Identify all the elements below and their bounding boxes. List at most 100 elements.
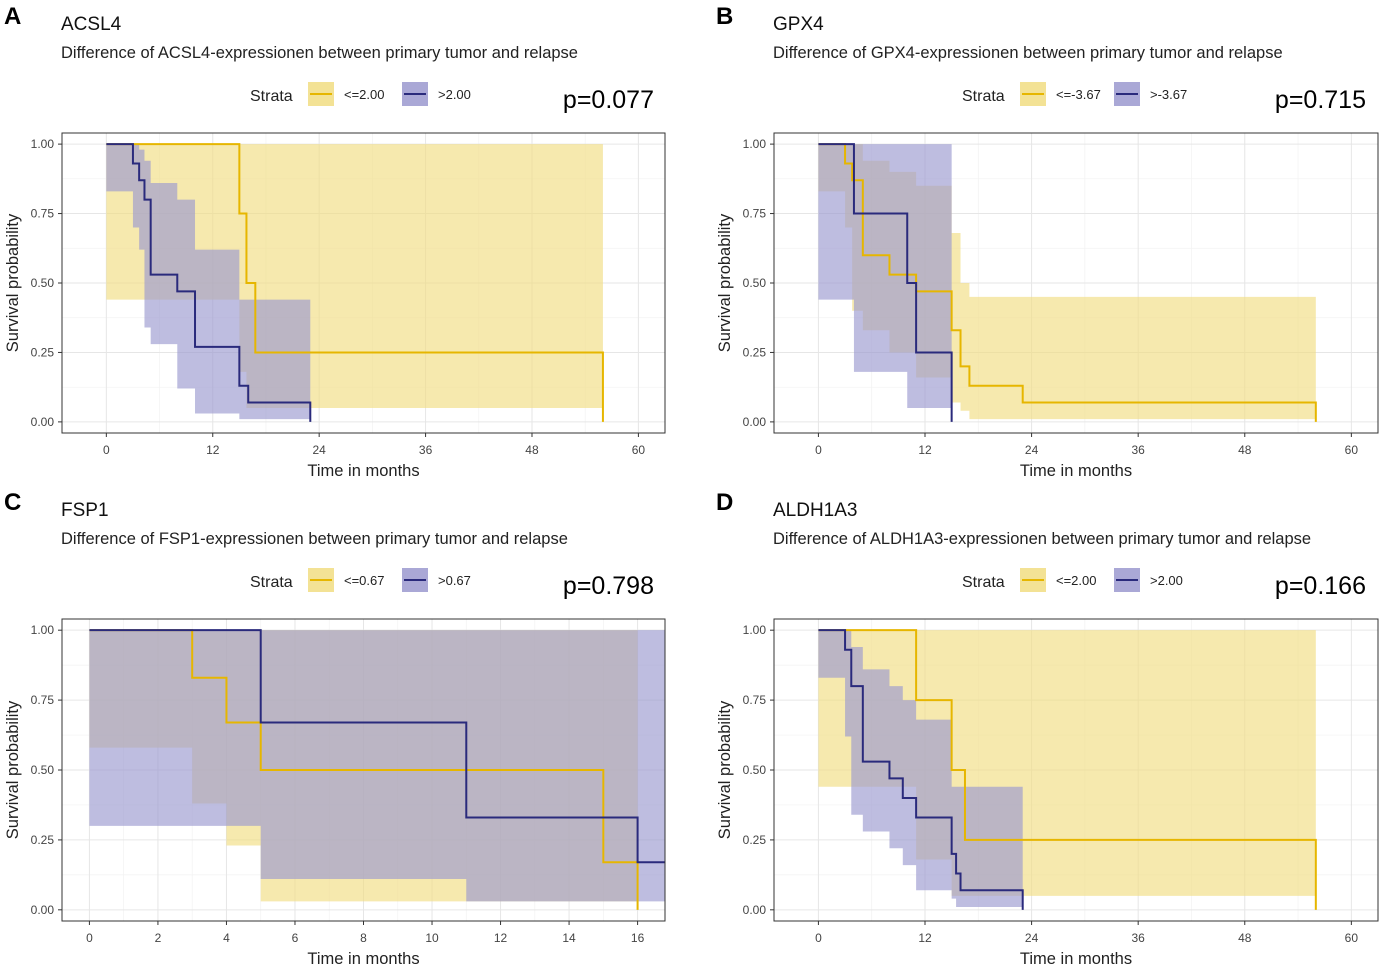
y-axis-label: Survival probability [4, 700, 22, 839]
x-tick-label: 0 [103, 443, 110, 457]
x-tick-label: 12 [918, 931, 932, 945]
y-tick-label: 1.00 [743, 137, 767, 151]
p-value: p=0.166 [1275, 572, 1366, 600]
y-axis-label: Survival probability [716, 213, 734, 352]
y-tick-label: 0.75 [743, 693, 767, 707]
y-tick-label: 0.75 [31, 693, 55, 707]
p-value: p=0.077 [563, 86, 654, 114]
x-tick-label: 6 [292, 931, 299, 945]
chart-title: ACSL4 [61, 14, 122, 35]
legend: Strata <=2.00 >2.00 [250, 82, 471, 106]
x-tick-label: 36 [419, 443, 433, 457]
chart-panel-c: C FSP1 Difference of FSP1-expressionen bet… [4, 489, 666, 968]
p-value: p=0.715 [1275, 86, 1366, 114]
x-tick-label: 24 [1025, 931, 1039, 945]
x-tick-label: 4 [223, 931, 230, 945]
x-tick-label: 48 [525, 443, 539, 457]
y-tick-label: 0.75 [743, 207, 767, 221]
x-tick-label: 24 [312, 443, 326, 457]
legend-label: >0.67 [438, 573, 471, 588]
x-tick-label: 0 [815, 931, 822, 945]
y-tick-label: 0.50 [743, 763, 767, 777]
x-tick-label: 36 [1131, 931, 1145, 945]
chart-subtitle: Difference of FSP1-expressionen between … [61, 530, 568, 548]
legend-title: Strata [250, 574, 293, 591]
x-tick-label: 2 [155, 931, 162, 945]
x-tick-label: 12 [918, 443, 932, 457]
legend-title: Strata [962, 574, 1005, 591]
panel-letter: D [716, 489, 733, 516]
legend-label: <=0.67 [344, 573, 385, 588]
x-tick-label: 60 [632, 443, 646, 457]
panel-letter: B [716, 3, 733, 30]
y-tick-label: 0.00 [31, 415, 55, 429]
y-tick-label: 0.25 [743, 345, 767, 359]
x-tick-label: 24 [1025, 443, 1039, 457]
chart-subtitle: Difference of ACSL4-expressionen between… [61, 44, 578, 62]
panel-letter: A [4, 3, 21, 30]
confidence-band-high [89, 630, 666, 902]
legend-key-high: >2.00 [402, 82, 471, 106]
x-axis-label: Time in months [307, 462, 419, 480]
x-tick-label: 0 [86, 931, 93, 945]
chart-panel-a: A ACSL4 Difference of ACSL4-expressionen b… [4, 3, 666, 480]
y-tick-label: 0.50 [31, 763, 55, 777]
x-tick-label: 8 [360, 931, 367, 945]
legend-title: Strata [250, 88, 293, 105]
confidence-band-high [818, 630, 1023, 908]
survival-curve-high [818, 143, 953, 422]
survival-curve-high [106, 143, 312, 422]
chart-subtitle: Difference of ALDH1A3-expressionen betwe… [773, 530, 1311, 548]
panel-letter: C [4, 489, 21, 516]
survival-curve-high [818, 629, 1024, 910]
y-tick-label: 0.00 [743, 903, 767, 917]
legend-title: Strata [962, 88, 1005, 105]
chart-panel-d: D ALDH1A3 Difference of ALDH1A3-expression… [716, 489, 1379, 968]
confidence-band-high [818, 144, 952, 408]
legend-key-low: <=-3.67 [1020, 82, 1101, 106]
legend: Strata <=2.00 >2.00 [962, 568, 1183, 592]
chart-title: GPX4 [773, 14, 824, 35]
y-tick-label: 0.75 [31, 207, 55, 221]
y-tick-label: 0.25 [743, 833, 767, 847]
legend-label: >-3.67 [1150, 87, 1187, 102]
legend-label: >2.00 [1150, 573, 1183, 588]
chart-subtitle: Difference of GPX4-expressionen between … [773, 44, 1283, 62]
y-tick-label: 0.00 [31, 903, 55, 917]
y-tick-label: 1.00 [31, 137, 55, 151]
x-tick-label: 60 [1345, 931, 1359, 945]
y-axis-label: Survival probability [4, 213, 22, 352]
y-tick-label: 0.25 [31, 833, 55, 847]
chart-panel-b: B GPX4 Difference of GPX4-expressionen bet… [716, 3, 1379, 480]
legend-key-high: >-3.67 [1114, 82, 1187, 106]
y-tick-label: 1.00 [743, 623, 767, 637]
x-axis-label: Time in months [1020, 950, 1132, 968]
legend-key-high: >2.00 [1114, 568, 1183, 592]
y-tick-label: 0.50 [31, 276, 55, 290]
p-value: p=0.798 [563, 572, 654, 600]
legend-label: <=-3.67 [1056, 87, 1101, 102]
x-tick-label: 60 [1345, 443, 1359, 457]
legend-key-low: <=0.67 [308, 568, 385, 592]
confidence-band-low [106, 144, 603, 408]
legend-key-high: >0.67 [402, 568, 471, 592]
legend-label: >2.00 [438, 87, 471, 102]
legend-label: <=2.00 [1056, 573, 1097, 588]
y-tick-label: 1.00 [31, 623, 55, 637]
y-axis-label: Survival probability [716, 700, 734, 839]
y-tick-label: 0.50 [743, 276, 767, 290]
survival-curve-low [818, 629, 1317, 910]
legend-key-low: <=2.00 [1020, 568, 1097, 592]
survival-curve-high [89, 629, 665, 864]
x-tick-label: 16 [631, 931, 645, 945]
x-tick-label: 10 [425, 931, 439, 945]
legend-key-low: <=2.00 [308, 82, 385, 106]
legend: Strata <=0.67 >0.67 [250, 568, 471, 592]
x-tick-label: 0 [815, 443, 822, 457]
x-tick-label: 36 [1131, 443, 1145, 457]
x-tick-label: 14 [562, 931, 576, 945]
x-axis-label: Time in months [307, 950, 419, 968]
x-tick-label: 48 [1238, 443, 1252, 457]
y-tick-label: 0.25 [31, 345, 55, 359]
